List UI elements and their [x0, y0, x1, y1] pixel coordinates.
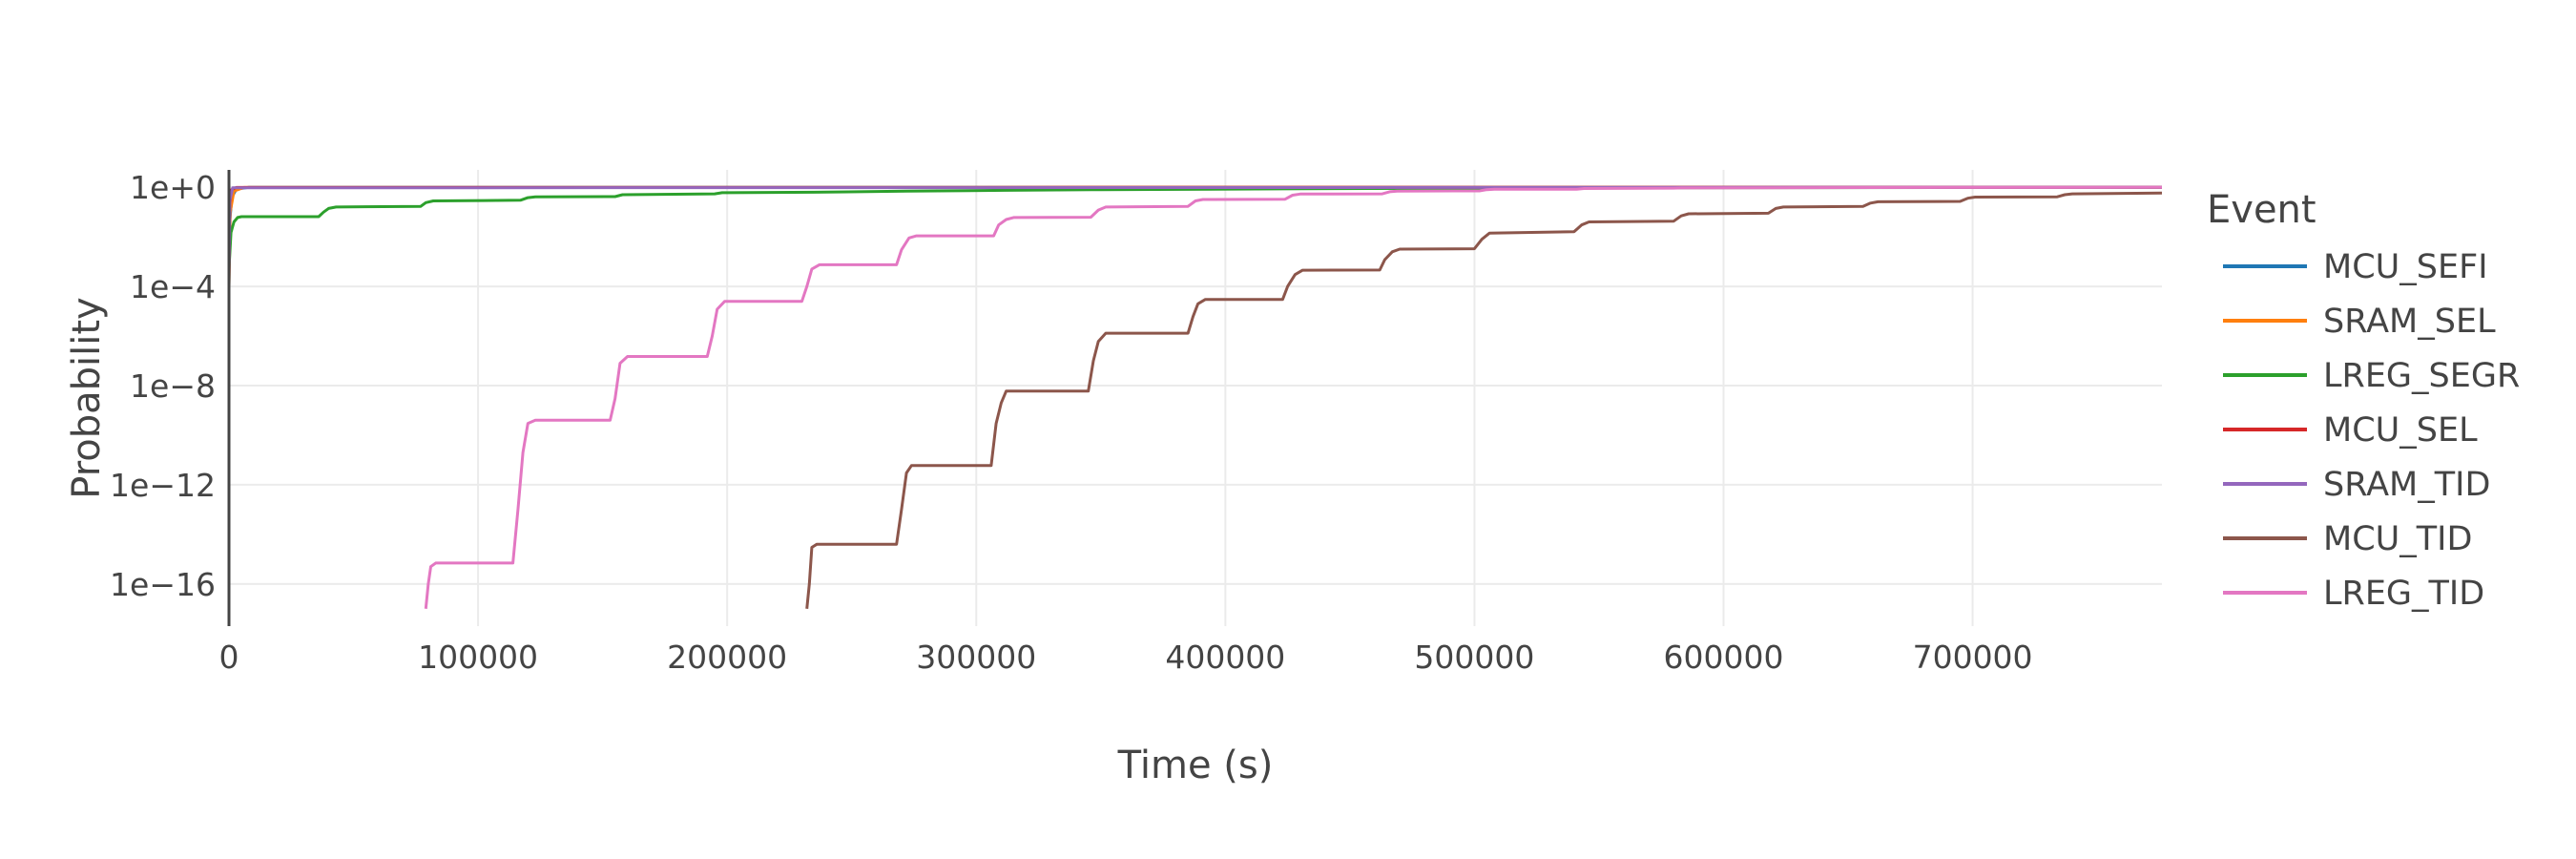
- legend-label: MCU_TID: [2323, 520, 2472, 558]
- x-tick-label: 600000: [1664, 639, 1784, 676]
- legend: Event MCU_SEFI SRAM_SEL LREG_SEGR MCU_SEL SR…: [2207, 188, 2520, 613]
- y-tick-label: 1e−8: [130, 367, 216, 405]
- legend-item[interactable]: MCU_SEL: [2223, 411, 2478, 450]
- x-tick-label: 700000: [1913, 639, 2033, 676]
- y-axis-title: Probability: [65, 297, 109, 498]
- x-tick-label: 300000: [916, 639, 1036, 676]
- grid: [229, 170, 2162, 626]
- x-tick-label: 400000: [1165, 639, 1285, 676]
- legend-label: SRAM_SEL: [2323, 303, 2496, 341]
- x-tick-label: 500000: [1414, 639, 1534, 676]
- legend-item[interactable]: SRAM_TID: [2223, 466, 2490, 504]
- legend-item[interactable]: LREG_TID: [2223, 575, 2484, 613]
- legend-label: LREG_TID: [2323, 575, 2484, 613]
- legend-label: SRAM_TID: [2323, 466, 2490, 504]
- y-tick-label: 1e+0: [130, 169, 216, 206]
- legend-item[interactable]: LREG_SEGR: [2223, 357, 2520, 395]
- legend-item[interactable]: MCU_SEFI: [2223, 248, 2488, 286]
- legend-items: MCU_SEFI SRAM_SEL LREG_SEGR MCU_SEL SRAM_TID…: [2223, 248, 2520, 613]
- y-tick-labels: 1e+0 1e−4 1e−8 1e−12 1e−16: [110, 169, 216, 603]
- legend-item[interactable]: MCU_TID: [2223, 520, 2472, 558]
- x-tick-labels: 0 100000 200000 300000 400000 500000 600000 700…: [219, 639, 2033, 676]
- legend-label: LREG_SEGR: [2323, 357, 2520, 395]
- legend-label: MCU_SEL: [2323, 411, 2478, 450]
- x-axis-title: Time (s): [1117, 744, 1274, 787]
- x-tick-label: 200000: [667, 639, 787, 676]
- series-lines: [229, 185, 2162, 609]
- legend-item[interactable]: SRAM_SEL: [2223, 303, 2496, 341]
- y-tick-label: 1e−12: [110, 467, 216, 504]
- series-line-lreg-tid: [424, 185, 2162, 609]
- x-tick-label: 0: [219, 639, 239, 676]
- legend-title: Event: [2207, 188, 2316, 232]
- y-tick-label: 1e−4: [130, 268, 216, 305]
- legend-label: MCU_SEFI: [2323, 248, 2488, 286]
- y-tick-label: 1e−16: [110, 566, 216, 603]
- series-line-lreg-segr: [229, 185, 2162, 269]
- x-tick-label: 100000: [418, 639, 538, 676]
- series-line-mcu-tid: [805, 191, 2162, 609]
